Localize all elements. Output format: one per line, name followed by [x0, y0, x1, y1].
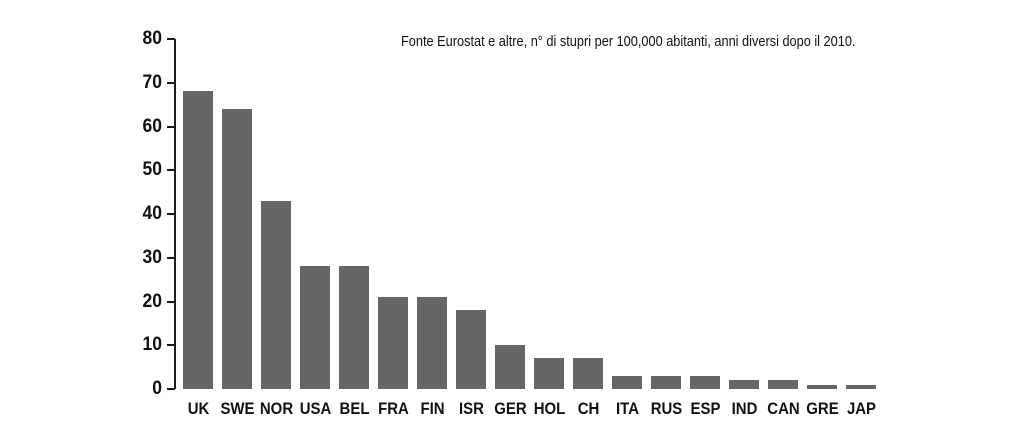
bar-can — [768, 380, 798, 389]
x-label-fin: FIN — [420, 399, 445, 418]
bar-swe — [222, 109, 252, 389]
y-tick-label-50: 50 — [142, 159, 162, 181]
y-tick-label-80: 80 — [142, 28, 162, 49]
x-label-ind: IND — [731, 399, 758, 418]
y-tick-70 — [167, 81, 175, 84]
bar-ger — [495, 345, 525, 389]
bar-ita — [612, 376, 642, 389]
x-label-ita: ITA — [616, 399, 639, 418]
x-label-ch: CH — [577, 399, 600, 418]
bar-usa — [300, 266, 330, 389]
bar-rus — [651, 376, 681, 389]
y-tick-0 — [167, 388, 175, 390]
y-tick-40 — [167, 213, 175, 215]
y-tick-label-10: 10 — [142, 334, 162, 356]
bar-ind — [729, 380, 759, 389]
bar-ch — [573, 358, 603, 389]
x-label-fra: FRA — [378, 399, 409, 418]
y-tick-label-30: 30 — [142, 246, 162, 268]
x-label-esp: ESP — [690, 399, 721, 418]
y-tick-80 — [167, 38, 175, 40]
x-label-gre: GRE — [806, 399, 839, 418]
y-tick-10 — [167, 344, 175, 347]
bar-isr — [456, 310, 486, 389]
bar-gre — [807, 385, 837, 389]
x-label-rus: RUS — [650, 399, 683, 418]
bar-esp — [690, 376, 720, 389]
y-tick-20 — [167, 300, 175, 303]
x-axis-labels: UK SWE NOR USA BEL FRA FIN ISR GER HOL CH ITA RUS ESP… — [179, 399, 881, 419]
chart-title: Fonte Eurostat e altre, n° di stupri per… — [401, 33, 856, 50]
y-tick-50 — [167, 169, 175, 172]
x-label-isr: ISR — [459, 399, 484, 418]
y-axis-line — [174, 39, 176, 389]
y-tick-60 — [167, 125, 175, 128]
y-tick-label-60: 60 — [142, 115, 162, 137]
bars-container — [183, 39, 876, 389]
x-label-uk: UK — [187, 399, 210, 418]
y-tick-label-0: 0 — [152, 378, 162, 399]
y-tick-label-40: 40 — [142, 203, 162, 224]
y-tick-label-20: 20 — [142, 290, 162, 312]
x-label-hol: HOL — [533, 399, 566, 418]
x-label-ger: GER — [494, 399, 527, 418]
x-label-bel: BEL — [339, 399, 370, 418]
bar-fin — [417, 297, 447, 389]
x-label-usa: USA — [299, 399, 332, 418]
bar-uk — [183, 91, 213, 389]
bar-hol — [534, 358, 564, 389]
bar-fra — [378, 297, 408, 389]
bar-jap — [846, 385, 876, 389]
x-label-can: CAN — [767, 399, 800, 418]
x-label-jap: JAP — [846, 399, 877, 418]
y-tick-label-70: 70 — [142, 71, 162, 93]
bar-bel — [339, 266, 369, 389]
y-tick-30 — [167, 256, 175, 259]
x-label-swe: SWE — [220, 399, 255, 418]
x-label-nor: NOR — [259, 399, 294, 418]
bar-nor — [261, 201, 291, 389]
